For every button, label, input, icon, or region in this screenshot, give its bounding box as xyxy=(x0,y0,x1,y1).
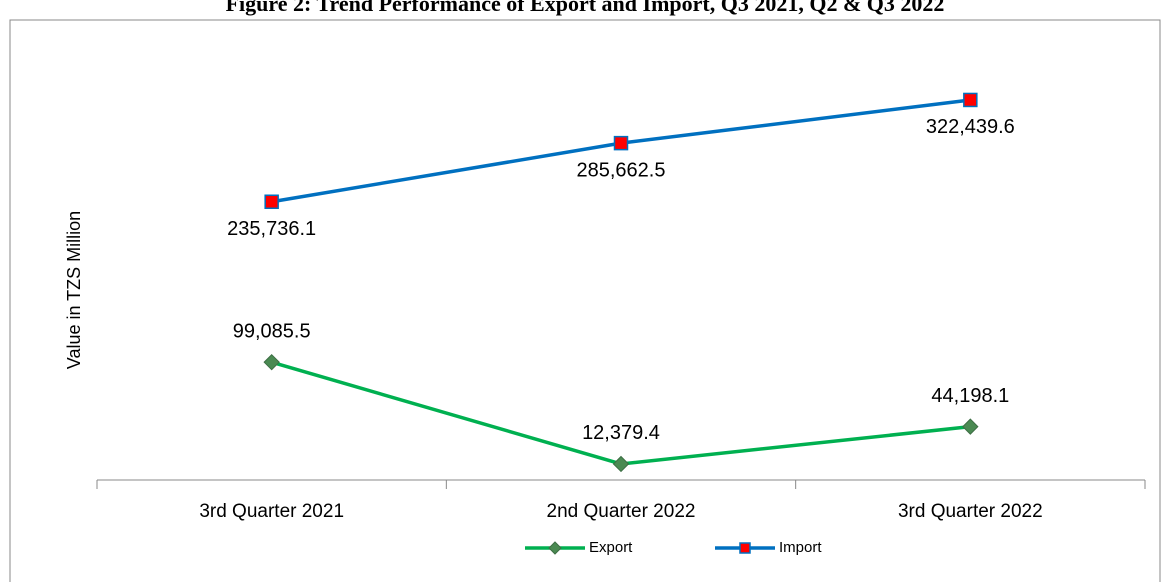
marker xyxy=(263,353,280,371)
marker xyxy=(264,194,279,209)
data-label: 235,736.1 xyxy=(227,218,316,240)
x-tick-label: 3rd Quarter 2022 xyxy=(898,501,1043,522)
data-label: 99,085.5 xyxy=(233,320,311,342)
data-label: 44,198.1 xyxy=(931,385,1009,407)
y-axis-label: Value in TZS Million xyxy=(64,211,84,369)
legend-label: Import xyxy=(779,539,822,556)
chart-title: Figure 2: Trend Performance of Export an… xyxy=(226,0,945,16)
legend-label: Export xyxy=(589,539,633,556)
marker xyxy=(739,542,751,554)
marker xyxy=(962,418,979,435)
data-label: 322,439.6 xyxy=(926,116,1015,138)
marker xyxy=(613,135,629,151)
x-tick-label: 2nd Quarter 2022 xyxy=(547,501,696,522)
marker xyxy=(963,92,978,108)
x-tick-label: 3rd Quarter 2021 xyxy=(199,501,344,522)
marker xyxy=(612,455,630,473)
chart-frame xyxy=(9,19,1161,587)
data-label: 12,379.4 xyxy=(582,422,660,444)
data-label: 285,662.5 xyxy=(577,159,666,181)
marker xyxy=(548,541,562,555)
